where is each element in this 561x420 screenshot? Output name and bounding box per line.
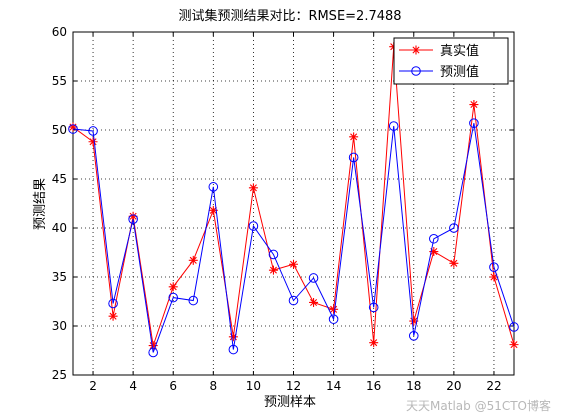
x-tick-label: 16 (366, 379, 381, 393)
legend-marker-symbol (411, 66, 421, 76)
data-point (348, 152, 359, 163)
data-point (148, 341, 158, 351)
x-tick-label: 22 (486, 379, 501, 393)
data-point (208, 182, 219, 192)
data-point (409, 316, 419, 326)
y-tick-label: 30 (52, 319, 67, 333)
plot-background (73, 32, 514, 375)
y-axis-label: 预测结果 (33, 178, 48, 230)
legend-label-actual: 真实值 (440, 43, 479, 59)
y-tick-label: 45 (52, 172, 67, 186)
watermark: 天天Matlab @51CTO博客 (406, 399, 551, 413)
data-point (288, 295, 299, 306)
x-tick-label: 10 (246, 379, 261, 393)
series-actual (68, 42, 519, 351)
y-tick-label: 35 (52, 270, 67, 284)
data-point (308, 273, 319, 283)
data-point (148, 347, 158, 358)
data-point (168, 282, 178, 292)
data-point (208, 205, 218, 215)
legend-box (393, 37, 509, 85)
data-point (449, 223, 459, 233)
data-point (128, 214, 138, 224)
series-predicted (68, 118, 519, 358)
x-tick-label: 8 (209, 379, 217, 393)
data-point (289, 259, 298, 269)
data-point (128, 211, 138, 221)
x-tick-label: 20 (446, 379, 461, 393)
data-point (268, 249, 279, 260)
legend-marker-symbol (411, 45, 421, 55)
data-point (429, 233, 439, 244)
y-tick-label: 55 (52, 74, 67, 88)
data-point (509, 340, 519, 350)
data-point (329, 304, 339, 314)
y-tick-label: 25 (52, 368, 67, 382)
y-tick-label: 60 (52, 25, 67, 39)
data-point (489, 262, 499, 273)
y-tick-label: 50 (52, 123, 67, 137)
data-point (248, 221, 259, 231)
data-point (469, 118, 479, 128)
x-tick-label: 6 (169, 379, 177, 393)
data-point (309, 297, 319, 307)
data-point (449, 258, 459, 268)
data-point (88, 137, 98, 147)
data-point (248, 183, 258, 193)
x-tick-label: 18 (406, 379, 421, 393)
data-point (489, 272, 499, 282)
data-point (268, 265, 278, 275)
data-point (88, 126, 98, 136)
data-point (349, 132, 359, 142)
data-point (429, 247, 439, 257)
series-layer (68, 42, 519, 358)
x-tick-label: 14 (326, 379, 341, 393)
data-point (469, 100, 479, 110)
data-point (68, 124, 78, 134)
data-point (328, 314, 339, 324)
data-point (188, 255, 198, 265)
data-point (368, 302, 379, 313)
y-tick-label: 40 (52, 221, 67, 235)
x-tick-label: 2 (89, 379, 97, 393)
data-point (509, 322, 519, 332)
legend-marker-predicted (411, 66, 421, 76)
x-tick-label: 4 (129, 379, 137, 393)
data-point (369, 338, 379, 348)
data-point (108, 311, 118, 321)
data-point (188, 295, 199, 306)
grid (73, 32, 514, 375)
x-axis-label: 预测样本 (264, 395, 316, 410)
x-tick-label: 12 (286, 379, 301, 393)
legend: 真实值 预测值 (393, 37, 509, 85)
data-point (108, 298, 118, 309)
data-point (388, 121, 399, 131)
legend-marker-actual (411, 45, 421, 55)
chart-title: 测试集预测结果对比：RMSE=2.7488 (178, 8, 401, 24)
series-line (72, 123, 515, 353)
data-point (68, 122, 78, 132)
data-point (168, 292, 179, 303)
plot-area: 2 4 6 8 10 12 14 16 18 20 22 25 30 35 40 45 50 55 60 (52, 25, 519, 393)
axis-ticks: 2 4 6 8 10 12 14 16 18 20 22 25 30 35 40 45 50 55 60 (52, 25, 514, 393)
data-point (228, 332, 238, 342)
data-point (408, 331, 419, 341)
data-point (228, 344, 239, 355)
legend-label-predicted: 预测值 (440, 64, 479, 80)
